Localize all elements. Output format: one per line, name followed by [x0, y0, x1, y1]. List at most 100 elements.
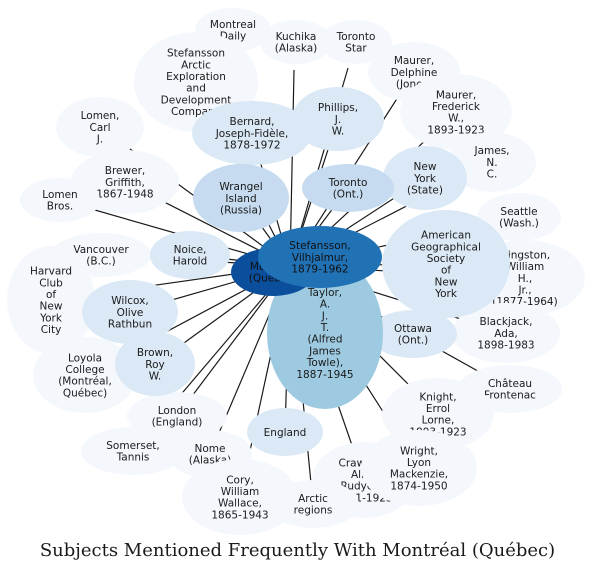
- node-harvard-club-label-line: Club: [39, 277, 63, 289]
- node-stefansson-company-label-line: Stefansson: [167, 48, 225, 60]
- node-hingston-label-line: Hingston,: [500, 249, 550, 261]
- node-toronto-ont-bubble: [302, 164, 394, 212]
- node-seattle: Seattle (Wash.): [477, 193, 561, 241]
- node-taylor-label-line: J.: [321, 310, 328, 322]
- node-maurer-frederick: Maurer, Frederick W., 1893-1923: [400, 74, 512, 150]
- node-toronto-ont-label: Toronto (Ont.): [328, 177, 368, 201]
- node-knight-label-line: Knight,: [419, 391, 456, 403]
- node-maurer-frederick-label-line: 1893-1923: [427, 124, 484, 136]
- node-cory-label-line: 1865-1943: [211, 509, 268, 521]
- node-new-york-state-label-line: New: [414, 161, 437, 173]
- node-vancouver-label-line: Vancouver: [73, 244, 129, 256]
- node-stefansson-vilhjalmur-label: Stefansson, Vilhjalmur, 1879-1962: [289, 240, 350, 275]
- node-london-label-line: London: [158, 405, 197, 417]
- node-maurer-frederick-bubble: [400, 74, 512, 150]
- node-brown-label-line: Brown,: [137, 347, 173, 359]
- node-wilcox-label: Wilcox, Olive Rathbun: [108, 295, 152, 330]
- node-stefansson-company-label-line: Arctic: [181, 59, 211, 71]
- node-wilcox-label-line: Olive: [117, 307, 144, 319]
- node-seattle-bubble: [477, 193, 561, 241]
- node-harvard-club: Harvard Club of New York City: [7, 246, 95, 354]
- node-seattle-label: Seattle (Wash.): [499, 206, 539, 230]
- node-brewer-label: Brewer, Griffith, 1867-1948: [96, 165, 153, 200]
- node-ottawa-label-line: Ottawa: [394, 323, 432, 335]
- node-maurer-frederick-label-line: W.,: [448, 113, 464, 125]
- node-chateau-label-line: Frontenac: [484, 390, 536, 402]
- node-lomen-carl: Lomen, Carl J.: [56, 97, 144, 157]
- node-american-geographical-label-line: York: [434, 288, 458, 300]
- node-kuchika-label-line: Kuchika: [276, 31, 317, 43]
- node-london: London (England): [127, 392, 227, 440]
- node-wrangel-label-line: Island: [225, 193, 256, 205]
- node-wrangel-label: Wrangel Island (Russia): [219, 181, 262, 216]
- node-lomen-carl-label: Lomen, Carl J.: [81, 110, 120, 145]
- node-toronto-star: Toronto Star: [320, 20, 392, 64]
- node-taylor-label-line: James: [308, 345, 341, 357]
- node-noice-bubble: [150, 231, 230, 279]
- node-hingston-label: Hingston, William H., Jr., (1877-1964): [492, 249, 557, 308]
- node-brown-label: Brown, Roy W.: [137, 347, 173, 382]
- node-montreal-daily-label-line: Montreal: [210, 19, 256, 31]
- node-noice-label-line: Noice,: [174, 244, 207, 256]
- node-blackjack-label: Blackjack, Ada, 1898-1983: [477, 316, 534, 351]
- node-kuchika-label-line: (Alaska): [275, 43, 318, 55]
- node-brown: Brown, Roy W.: [115, 332, 195, 396]
- node-lomen-bros-label: Lomen Bros.: [42, 189, 77, 213]
- node-blackjack-label-line: Ada,: [494, 328, 517, 340]
- node-toronto-ont-label-line: (Ont.): [333, 189, 364, 201]
- node-chateau-label-line: Château: [488, 378, 532, 390]
- node-loyola-bubble: [33, 337, 137, 413]
- node-maurer-frederick-label: Maurer, Frederick W., 1893-1923: [427, 89, 484, 136]
- node-stefansson-company-label-line: Exploration: [166, 71, 226, 83]
- node-brewer-label-line: Brewer,: [105, 165, 145, 177]
- node-knight-label-line: Errol: [426, 403, 450, 415]
- nodes: Montreal Daily Kuchika (Alaska)Toronto StarS…: [7, 8, 585, 535]
- node-brewer-label-line: 1867-1948: [96, 189, 153, 201]
- node-toronto-star-label-line: Toronto: [336, 31, 376, 43]
- node-mackenzie: Wright, Lyon Mackenzie, 1874-1950: [361, 430, 477, 506]
- node-england-label-line: England: [264, 427, 307, 439]
- node-noice-label-line: Harold: [173, 256, 207, 268]
- node-england-label: England: [264, 427, 307, 439]
- node-cory-label-line: Cory,: [226, 474, 254, 486]
- node-vancouver-label: Vancouver (B.C.): [73, 244, 129, 268]
- node-mackenzie-label-line: Lyon: [407, 457, 431, 469]
- node-london-label-line: (England): [152, 417, 203, 429]
- node-phillips-label-line: W.: [332, 126, 345, 138]
- node-somerset-label-line: Tannis: [116, 452, 150, 464]
- node-toronto-star-label: Toronto Star: [336, 31, 376, 55]
- node-toronto-ont-label-line: Toronto: [328, 177, 368, 189]
- node-james-label-line: C.: [487, 169, 498, 181]
- node-stefansson-company-label: Stefansson Arctic Exploration and Developmen…: [161, 48, 232, 119]
- node-somerset-label-line: Somerset,: [106, 440, 159, 452]
- node-loyola: Loyola College (Montréal, Québec): [33, 337, 137, 413]
- node-brown-label-line: Roy: [145, 359, 164, 371]
- node-bernard-label-line: Joseph-Fidèle,: [215, 128, 289, 140]
- node-cory-label: Cory, William Wallace, 1865-1943: [211, 474, 268, 521]
- node-kuchika: Kuchika (Alaska): [260, 20, 332, 64]
- node-cory-bubble: [182, 459, 298, 535]
- node-taylor-bubble: [267, 257, 383, 409]
- node-james-label: James, N. C.: [473, 145, 509, 180]
- node-american-geographical-label-line: New: [435, 276, 458, 288]
- node-phillips: Phillips, J. W.: [292, 87, 384, 151]
- node-new-york-state: New York (State): [383, 146, 467, 210]
- node-harvard-club-label-line: Harvard: [30, 266, 72, 278]
- node-american-geographical-bubble: [382, 210, 510, 318]
- node-lomen-bros-bubble: [20, 178, 100, 222]
- node-hingston-label-line: Jr.,: [517, 285, 531, 297]
- node-lomen-carl-label-line: J.: [96, 134, 103, 146]
- node-brewer-label-line: Griffith,: [105, 177, 145, 189]
- node-mackenzie-bubble: [361, 430, 477, 506]
- node-harvard-club-label: Harvard Club of New York City: [30, 266, 72, 337]
- node-cory: Cory, William Wallace, 1865-1943: [182, 459, 298, 535]
- node-toronto-star-label-line: Star: [345, 43, 367, 55]
- node-taylor-label: Taylor, A. J. T. (Alfred James Towle), 1887-194…: [296, 287, 353, 381]
- node-loyola-label-line: Loyola: [68, 352, 102, 364]
- node-james-label-line: James,: [473, 145, 509, 157]
- node-harvard-club-label-line: New: [40, 301, 63, 313]
- node-arctic-regions-label-line: Arctic: [298, 493, 328, 505]
- node-phillips-label-line: Phillips,: [318, 102, 358, 114]
- node-blackjack-label-line: Blackjack,: [480, 316, 533, 328]
- node-stefansson-vilhjalmur-label-line: 1879-1962: [291, 264, 348, 276]
